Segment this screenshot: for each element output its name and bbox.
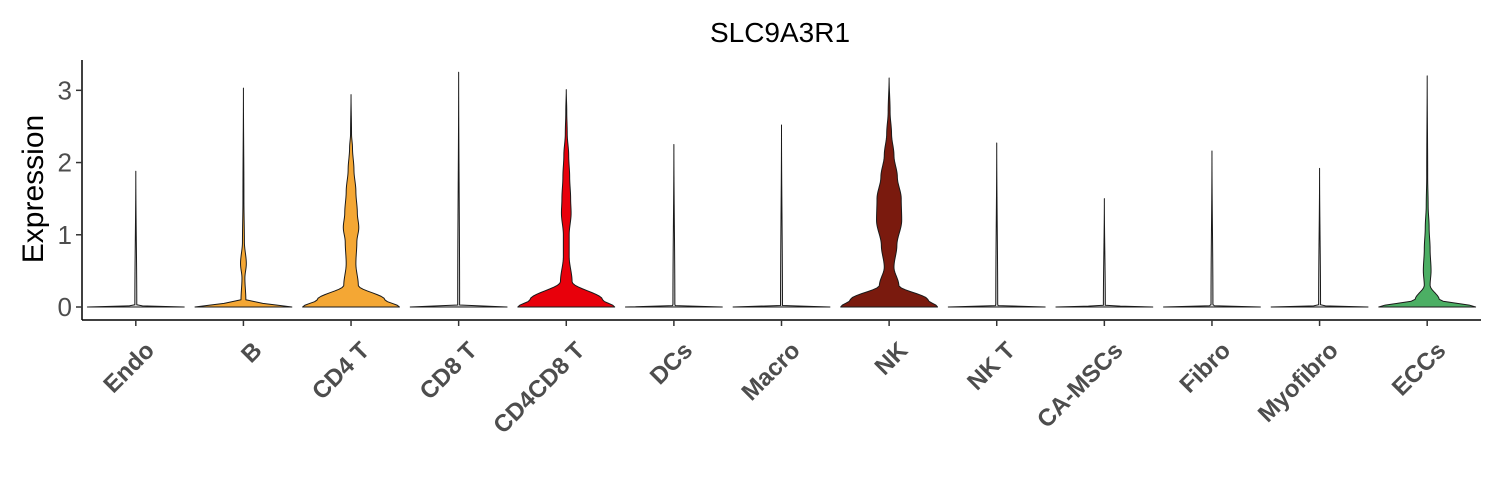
x-tick-label: Macro	[737, 337, 806, 406]
x-tick-label: NK	[870, 337, 914, 381]
y-tick-label: 0	[58, 292, 72, 322]
x-tick-label: DCs	[645, 337, 698, 390]
violin-nk-t	[947, 142, 1046, 308]
y-tick-label: 3	[58, 75, 72, 105]
violin-macro	[732, 124, 831, 308]
violin-ca-mscs	[1055, 198, 1154, 308]
x-tick-label: NK T	[962, 337, 1021, 396]
violin-nk	[840, 77, 939, 308]
x-axis-ticks: Endo B CD4 T CD8 T CD4CD8 T DCs Macro NK NK T CA-…	[98, 320, 1451, 439]
plot-area	[86, 71, 1477, 308]
x-tick-label: B	[236, 337, 267, 368]
violin-eccs	[1378, 75, 1477, 308]
violin-endo	[86, 170, 185, 308]
violin-cd4-t	[302, 94, 400, 308]
x-tick-label: ECCs	[1387, 337, 1451, 401]
x-tick-label: CD8 T	[415, 337, 483, 405]
y-tick-label: 1	[58, 220, 72, 250]
violin-b	[194, 87, 293, 308]
x-tick-label: Fibro	[1175, 337, 1237, 399]
violin-cd4cd8-t	[517, 89, 616, 308]
violin-cd8-t	[409, 71, 508, 308]
y-tick-label: 2	[58, 148, 72, 178]
chart-title: SLC9A3R1	[710, 17, 850, 48]
y-axis-ticks: 0 1 2 3	[58, 75, 82, 322]
x-tick-label: CA-MSCs	[1032, 337, 1128, 433]
y-axis-label: Expression	[17, 115, 50, 263]
violin-dcs	[624, 144, 723, 308]
x-tick-label: Endo	[98, 337, 160, 399]
x-tick-label: CD4CD8 T	[488, 337, 590, 439]
violin-myofibro	[1270, 167, 1369, 308]
x-tick-label: Myofibro	[1253, 337, 1344, 428]
violin-fibro	[1163, 150, 1261, 308]
x-tick-label: CD4 T	[307, 337, 375, 405]
